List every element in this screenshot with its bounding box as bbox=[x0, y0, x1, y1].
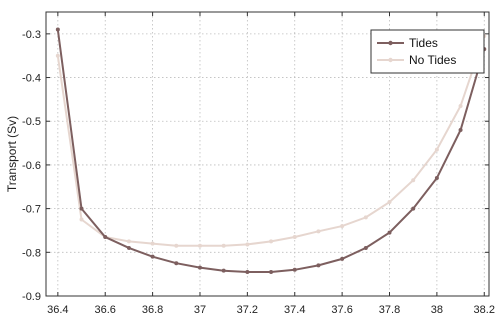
x-tick-label: 36.6 bbox=[95, 304, 116, 316]
x-tick-label: 38 bbox=[431, 304, 443, 316]
data-point-tides bbox=[126, 245, 131, 250]
data-point-no-tides bbox=[363, 215, 368, 220]
data-point-no-tides bbox=[387, 200, 392, 205]
data-point-tides bbox=[150, 254, 155, 259]
x-tick-label: 37 bbox=[194, 304, 206, 316]
data-point-no-tides bbox=[126, 239, 131, 244]
data-point-no-tides bbox=[292, 235, 297, 240]
y-tick-label: -0.7 bbox=[22, 204, 41, 216]
x-tick-label: 38.2 bbox=[474, 304, 495, 316]
data-point-no-tides bbox=[174, 243, 179, 248]
grid bbox=[46, 12, 489, 297]
data-point-tides bbox=[221, 268, 226, 273]
y-axis-label: Transport (Sv) bbox=[5, 116, 19, 192]
data-point-tides bbox=[363, 245, 368, 250]
data-point-no-tides bbox=[458, 103, 463, 108]
y-tick-label: -0.6 bbox=[22, 160, 41, 172]
data-point-no-tides bbox=[150, 241, 155, 246]
series-tides bbox=[55, 27, 487, 274]
data-point-no-tides bbox=[340, 224, 345, 229]
x-tick-label: 36.8 bbox=[142, 304, 163, 316]
legend-marker-tides bbox=[388, 40, 393, 46]
data-point-tides bbox=[197, 265, 202, 270]
legend-marker-no-tides bbox=[388, 57, 393, 63]
x-tick-label: 37.6 bbox=[331, 304, 352, 316]
data-point-tides bbox=[245, 269, 250, 274]
y-tick-label: -0.9 bbox=[22, 291, 41, 303]
y-tick-label: -0.4 bbox=[22, 73, 41, 85]
data-point-tides bbox=[55, 27, 60, 32]
data-point-tides bbox=[458, 127, 463, 132]
legend-label-tides: Tides bbox=[409, 36, 438, 50]
y-tick-label: -0.8 bbox=[22, 247, 41, 259]
data-point-no-tides bbox=[411, 178, 416, 183]
legend-label-no-tides: No Tides bbox=[409, 53, 456, 67]
data-point-tides bbox=[387, 230, 392, 235]
data-point-tides bbox=[103, 235, 108, 240]
data-point-tides bbox=[292, 267, 297, 272]
axis-ticks: 36.4 36.6 36.8 37 37.2 37.4 37.6 37.8 38 38.2 -0.3… bbox=[22, 12, 495, 316]
x-tick-label: 37.2 bbox=[237, 304, 258, 316]
data-point-tides bbox=[434, 176, 439, 181]
y-tick-label: -0.3 bbox=[22, 29, 41, 41]
data-point-no-tides bbox=[197, 243, 202, 248]
data-point-no-tides bbox=[269, 239, 274, 244]
x-tick-label: 37.8 bbox=[379, 304, 400, 316]
data-point-tides bbox=[174, 261, 179, 266]
data-point-no-tides bbox=[79, 217, 84, 222]
plot-area-frame bbox=[45, 11, 490, 297]
data-point-no-tides bbox=[55, 53, 60, 58]
data-point-tides bbox=[340, 256, 345, 261]
data-point-tides bbox=[411, 206, 416, 211]
data-point-tides bbox=[79, 206, 84, 211]
data-point-no-tides bbox=[434, 147, 439, 152]
data-point-tides bbox=[316, 263, 321, 268]
series-lines bbox=[55, 27, 487, 274]
x-tick-label: 37.4 bbox=[284, 304, 305, 316]
data-point-no-tides bbox=[245, 242, 250, 247]
legend-box bbox=[370, 29, 485, 74]
data-point-no-tides bbox=[316, 229, 321, 234]
data-point-tides bbox=[269, 269, 274, 274]
legend: Tides No Tides bbox=[370, 29, 485, 74]
x-tick-label: 36.4 bbox=[47, 304, 68, 316]
y-tick-label: -0.5 bbox=[22, 116, 41, 128]
data-point-no-tides bbox=[221, 243, 226, 248]
